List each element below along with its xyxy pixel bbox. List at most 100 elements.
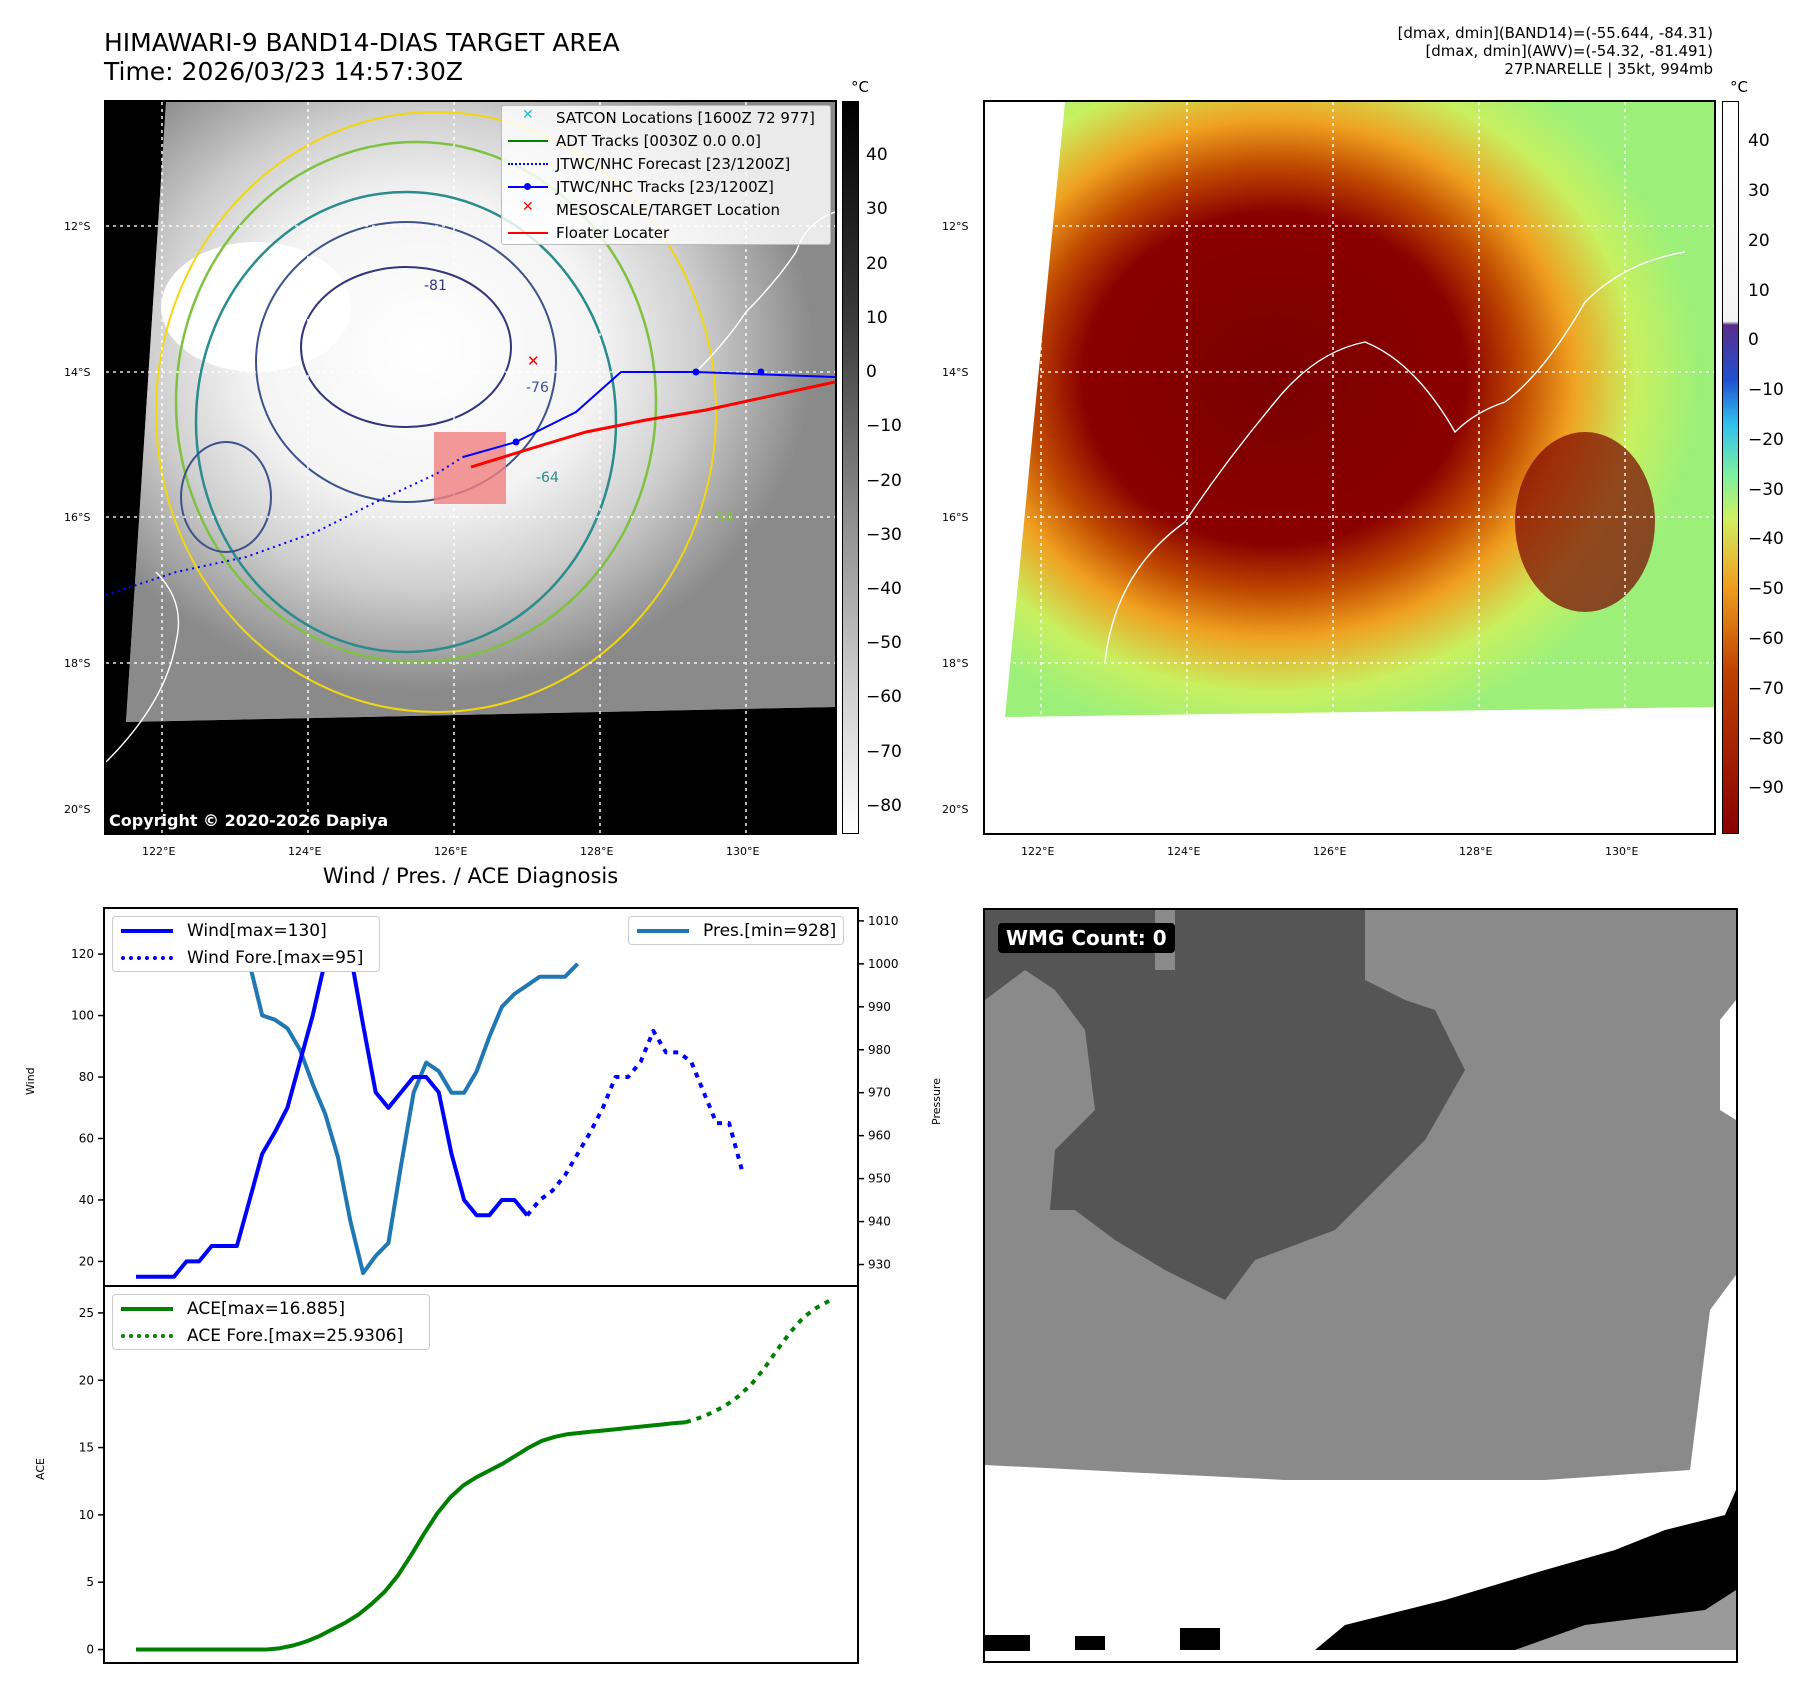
lon-label: 122°E [142, 845, 176, 858]
colorbar-tick-label: −40 [866, 579, 902, 600]
wind-tick-label: 80 [79, 1070, 94, 1084]
colorbar-tick-label: −80 [866, 795, 902, 816]
storm-info: 27P.NARELLE | 35kt, 994mb [1504, 60, 1713, 78]
colorbar-tick-label: 40 [1748, 131, 1770, 152]
lat-label: 14°S [64, 366, 91, 379]
ace-axis-label: ACE [34, 1458, 47, 1480]
lon-label: 122°E [1021, 845, 1055, 858]
legend-label: Floater Locater [556, 223, 670, 242]
stats-block: [dmax, dmin](BAND14)=(-55.644, -84.31) [… [1398, 24, 1713, 78]
legend-label: Wind Fore.[max=95] [187, 947, 364, 968]
colorbar-tick-label: 40 [866, 145, 888, 166]
stats-awv: [dmax, dmin](AWV)=(-54.32, -81.491) [1425, 42, 1713, 60]
lat-label: 16°S [64, 511, 91, 524]
lat-label: 12°S [64, 220, 91, 233]
lon-label: 130°E [726, 845, 760, 858]
contour-label-64: -64 [536, 470, 559, 486]
pressure-tick-label: 1010 [868, 914, 899, 928]
colorbar-tick-label: −20 [1748, 429, 1784, 450]
target-area-box [434, 432, 506, 504]
line-dot-icon [508, 180, 548, 194]
colorbar-tick-label: −70 [1748, 678, 1784, 699]
legend-item-target: ✕ MESOSCALE/TARGET Location [502, 198, 830, 221]
x-marker-icon: ✕ [522, 198, 534, 215]
dotted-line-icon [121, 1333, 173, 1338]
wmg-panel: WMG Count: 0 [983, 908, 1738, 1663]
lat-label: 16°S [942, 511, 969, 524]
pressure-legend: Pres.[min=928] [628, 916, 844, 945]
best-track [462, 371, 835, 458]
wind-tick-label: 100 [71, 1009, 94, 1023]
ace-tick-label: 20 [79, 1373, 94, 1387]
line-icon [637, 928, 689, 933]
line-icon [508, 134, 548, 148]
forecast-track [106, 456, 464, 596]
contour-label-54: -54 [711, 510, 734, 526]
legend-label: JTWC/NHC Tracks [23/1200Z] [556, 177, 774, 196]
colorbar-tick-label: 20 [1748, 230, 1770, 251]
lon-label: 126°E [434, 845, 468, 858]
colorbar-tick-label: 30 [866, 199, 888, 220]
figure-title: HIMAWARI-9 BAND14-DIAS TARGET AREA [104, 28, 620, 57]
colorbar-tick-label: −80 [1748, 728, 1784, 749]
colorbar-tick-label: 0 [1748, 330, 1759, 351]
wind-tick-label: 60 [79, 1131, 94, 1145]
lat-label: 12°S [942, 220, 969, 233]
legend-label: ACE Fore.[max=25.9306] [187, 1325, 404, 1346]
lat-label: 20°S [942, 803, 969, 816]
line-icon [121, 1306, 173, 1311]
wind-tick-label: 20 [79, 1254, 94, 1268]
target-marker: ✕ [527, 352, 540, 370]
dotted-line-icon [121, 955, 173, 960]
legend-label: SATCON Locations [1600Z 72 977] [556, 108, 815, 127]
pressure-axis-label: Pressure [930, 1078, 943, 1125]
pressure-tick-label: 930 [868, 1258, 891, 1272]
ace-line [136, 1420, 687, 1652]
colorbar-tick-label: 0 [866, 362, 877, 383]
awv-map-panel [983, 100, 1716, 835]
legend-label: Pres.[min=928] [703, 920, 837, 941]
colorbar-tick-label: 10 [866, 307, 888, 328]
wind-tick-label: 40 [79, 1193, 94, 1207]
pressure-tick-label: 960 [868, 1129, 891, 1143]
line-icon [121, 928, 173, 933]
pressure-tick-label: 970 [868, 1086, 891, 1100]
colorbar-tick-label: 10 [1748, 280, 1770, 301]
gray-colorbar [842, 101, 859, 834]
legend-item-ace-forecast: ACE Fore.[max=25.9306] [113, 1322, 429, 1349]
lat-label: 20°S [64, 803, 91, 816]
legend-item-floater: Floater Locater [502, 221, 830, 244]
lon-label: 124°E [1167, 845, 1201, 858]
pressure-tick-label: 940 [868, 1215, 891, 1229]
lon-label: 126°E [1313, 845, 1347, 858]
awv-map-image [985, 102, 1714, 833]
legend-item-ace: ACE[max=16.885] [113, 1295, 429, 1322]
colorbar-tick-label: −40 [1748, 529, 1784, 550]
contour-label-81: -81 [424, 278, 447, 294]
lon-label: 128°E [1459, 845, 1493, 858]
ace-tick-label: 25 [79, 1306, 94, 1320]
legend-item-adt: ADT Tracks [0030Z 0.0 0.0] [502, 129, 830, 152]
lat-label: 18°S [64, 657, 91, 670]
ir-map-panel: ✕ -81 -76 -64 -54 ✕ SATCON Locations [160… [104, 100, 837, 835]
gray-colorbar-unit: °C [851, 78, 869, 96]
color-colorbar [1722, 101, 1739, 834]
contour-label-76: -76 [526, 380, 549, 396]
pressure-tick-label: 950 [868, 1172, 891, 1186]
legend-item-forecast: JTWC/NHC Forecast [23/1200Z] [502, 152, 830, 175]
ir-map-image: ✕ -81 -76 -64 -54 [106, 102, 835, 833]
wind-forecast-line [525, 1028, 744, 1217]
stats-band14: [dmax, dmin](BAND14)=(-55.644, -84.31) [1397, 24, 1713, 42]
wind-line [136, 921, 529, 1279]
colorbar-tick-label: −60 [1748, 629, 1784, 650]
line-icon [508, 226, 548, 240]
lat-label: 18°S [942, 657, 969, 670]
ace-tick-label: 0 [86, 1643, 94, 1657]
ace-tick-label: 5 [86, 1575, 94, 1589]
wmg-count-badge: WMG Count: 0 [998, 923, 1175, 953]
colorbar-tick-label: −90 [1748, 778, 1784, 799]
wind-tick-label: 120 [71, 947, 94, 961]
ace-legend: ACE[max=16.885] ACE Fore.[max=25.9306] [112, 1294, 430, 1350]
wmg-image [985, 910, 1736, 1651]
pressure-tick-label: 980 [868, 1043, 891, 1057]
